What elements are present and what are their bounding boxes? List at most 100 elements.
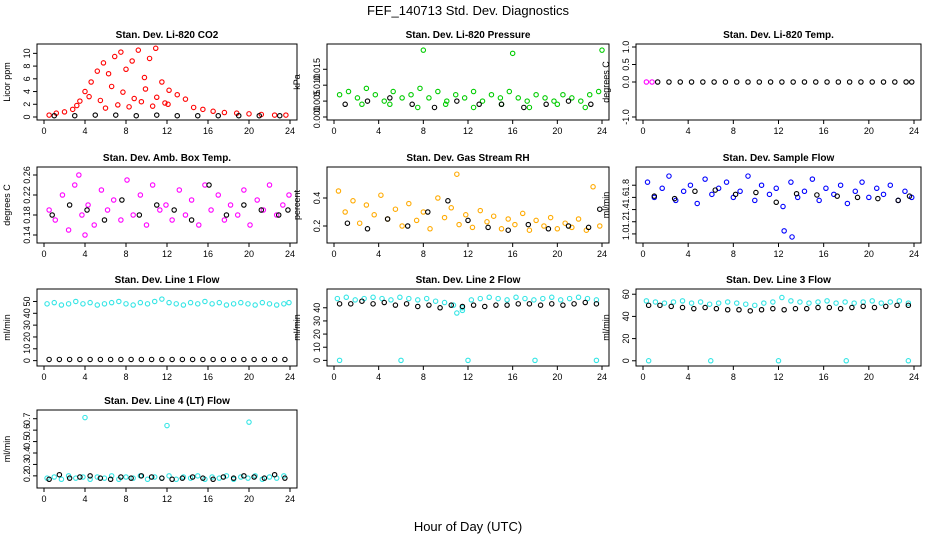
data-point: [206, 182, 212, 188]
data-point: [254, 197, 260, 203]
data-point: [87, 356, 93, 363]
x-tick-label: 20: [244, 372, 254, 382]
data-point: [65, 301, 72, 307]
data-point: [200, 106, 206, 113]
data-point: [469, 224, 476, 231]
plot-frame: [36, 288, 298, 367]
data-point: [247, 222, 253, 228]
data-point: [97, 475, 104, 481]
data-point: [420, 209, 427, 215]
data-point: [895, 197, 901, 204]
data-point: [722, 79, 729, 85]
y-axis-label: degrees C: [601, 61, 611, 103]
data-point: [724, 299, 731, 305]
data-point: [756, 79, 763, 85]
data-point: [597, 206, 603, 212]
x-tick-label: 16: [508, 249, 518, 259]
data-point: [370, 294, 376, 301]
data-point: [82, 232, 88, 238]
data-point: [413, 217, 420, 224]
data-point: [148, 356, 155, 363]
data-point: [525, 221, 532, 228]
data-point: [651, 193, 658, 199]
y-tick-label: 4: [22, 89, 32, 94]
data-point: [702, 304, 708, 311]
data-point: [493, 302, 499, 308]
data-point: [108, 83, 115, 90]
data-point: [454, 171, 460, 177]
x-tick-label: 12: [463, 372, 473, 382]
data-point: [670, 299, 677, 305]
x-tick-label: 0: [41, 126, 46, 136]
data-point: [87, 299, 93, 306]
data-point: [107, 476, 114, 483]
data-point: [66, 202, 73, 208]
data-point: [273, 302, 280, 308]
data-point: [342, 101, 348, 108]
data-point: [80, 301, 86, 307]
data-point: [113, 112, 119, 118]
x-tick-label: 8: [731, 126, 736, 136]
data-point: [238, 299, 244, 306]
data-point: [154, 112, 160, 118]
data-point: [154, 94, 160, 101]
data-point: [797, 299, 803, 305]
y-tick-label: 0.005: [312, 90, 322, 113]
data-point: [149, 182, 156, 188]
data-point: [575, 294, 582, 301]
data-point: [519, 210, 526, 217]
data-point: [266, 182, 273, 188]
chart-panel: Stan. Dev. Line 1 Flow 0 4 8 12 16 20 24 0 10 20 30…: [2, 275, 298, 382]
data-point: [526, 301, 533, 307]
x-tick-label: 12: [162, 494, 172, 504]
data-point: [359, 101, 365, 108]
data-point: [246, 419, 252, 425]
y-axis-label: kPa: [292, 74, 302, 90]
data-point: [378, 192, 384, 198]
data-point: [652, 299, 659, 305]
data-point: [336, 357, 343, 364]
data-point: [131, 95, 137, 102]
x-tick-label: 8: [123, 249, 128, 259]
y-tick-label: 40: [621, 311, 631, 321]
y-tick-label: 10: [312, 342, 322, 352]
data-point: [498, 226, 505, 232]
chart-panel: Stan. Dev. Line 4 (LT) Flow 0 4 8 12 16 20 24 0.…: [2, 396, 298, 504]
data-point: [509, 50, 516, 57]
data-point: [773, 199, 779, 206]
x-tick-label: 24: [285, 494, 295, 504]
data-point: [593, 357, 600, 364]
data-point: [149, 103, 156, 109]
data-point: [468, 297, 475, 303]
x-tick-label: 20: [244, 249, 254, 259]
data-point: [399, 223, 405, 229]
data-point: [130, 302, 136, 308]
x-tick-label: 4: [82, 126, 87, 136]
data-point: [384, 216, 391, 222]
data-point: [649, 79, 655, 85]
data-point: [668, 303, 674, 310]
x-tick-label: 24: [909, 249, 919, 259]
data-point: [477, 207, 484, 214]
x-tick-label: 8: [123, 126, 128, 136]
x-tick-label: 4: [82, 494, 87, 504]
y-tick-label: 0.22: [22, 186, 32, 204]
plot-frame: [36, 43, 298, 121]
x-tick-label: 24: [597, 372, 607, 382]
data-point: [159, 475, 165, 481]
x-tick-label: 16: [508, 372, 518, 382]
data-point: [737, 188, 743, 195]
data-point: [548, 301, 555, 307]
data-point: [115, 102, 121, 108]
data-point: [851, 300, 857, 306]
x-tick-label: 8: [421, 126, 426, 136]
data-point: [470, 302, 477, 308]
y-tick-label: 60: [621, 289, 631, 299]
data-point: [779, 294, 785, 301]
data-point: [790, 79, 796, 85]
x-tick-label: 8: [731, 249, 736, 259]
data-point: [843, 358, 849, 364]
plot-frame: [326, 43, 610, 121]
y-tick-label: 1.4: [621, 203, 631, 216]
